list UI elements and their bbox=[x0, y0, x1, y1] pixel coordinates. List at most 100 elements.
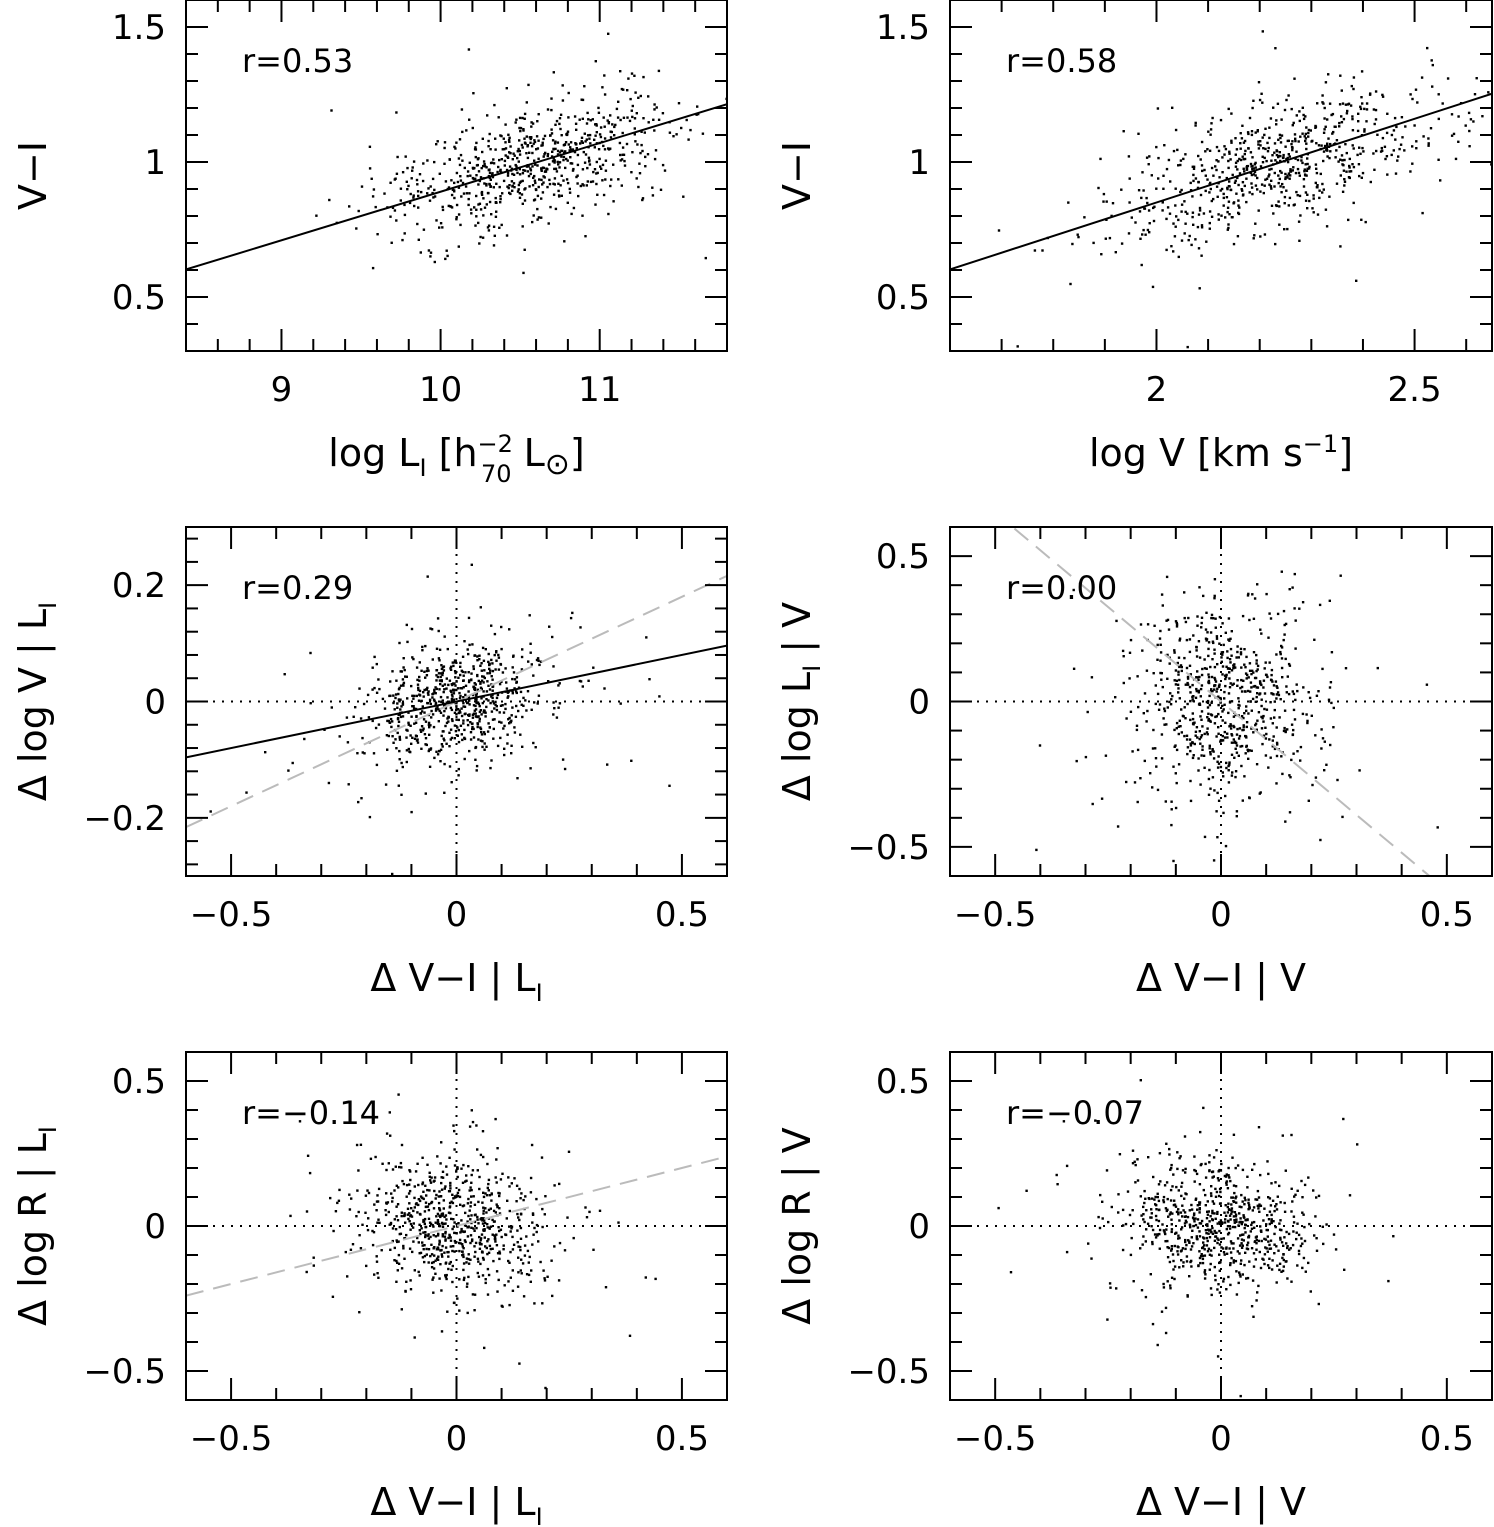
data-point bbox=[449, 1236, 452, 1239]
data-point bbox=[1236, 159, 1239, 163]
data-point bbox=[398, 1165, 401, 1169]
data-point bbox=[1179, 159, 1183, 162]
data-point bbox=[1201, 169, 1204, 173]
data-point bbox=[522, 128, 525, 131]
data-point bbox=[1161, 201, 1164, 204]
data-point bbox=[657, 118, 661, 121]
data-point bbox=[583, 85, 586, 88]
data-point bbox=[1214, 1217, 1217, 1220]
data-point bbox=[523, 137, 526, 140]
data-point bbox=[489, 1225, 493, 1228]
data-point bbox=[492, 162, 496, 165]
data-point bbox=[1195, 726, 1199, 729]
data-point bbox=[451, 699, 454, 702]
data-point bbox=[1244, 752, 1247, 755]
data-point bbox=[1209, 690, 1213, 693]
data-point bbox=[1150, 174, 1153, 177]
data-point bbox=[459, 724, 463, 727]
data-point bbox=[1263, 667, 1266, 670]
data-point bbox=[1159, 651, 1163, 654]
data-point bbox=[1285, 685, 1288, 688]
data-point bbox=[1190, 1236, 1193, 1239]
data-point bbox=[1243, 139, 1247, 143]
data-point bbox=[1132, 1222, 1135, 1226]
data-point bbox=[1263, 233, 1267, 236]
data-point bbox=[451, 1227, 454, 1231]
data-point bbox=[478, 720, 481, 723]
data-point bbox=[473, 1293, 477, 1296]
data-point bbox=[476, 674, 479, 678]
data-point bbox=[422, 228, 426, 231]
data-point bbox=[1254, 700, 1257, 703]
data-point bbox=[479, 606, 482, 609]
data-point bbox=[569, 146, 572, 149]
data-point bbox=[1223, 1221, 1227, 1224]
data-point bbox=[1170, 1245, 1174, 1248]
data-point bbox=[474, 704, 477, 708]
data-point bbox=[1176, 1253, 1180, 1256]
data-point bbox=[434, 1272, 437, 1275]
data-point bbox=[1218, 176, 1221, 179]
data-point bbox=[1240, 188, 1243, 191]
panel-bottom-right: −0.5 0 0.5−0.500.5r=−0.07Δ V−I | VΔ log R … bbox=[775, 1051, 1493, 1525]
data-point bbox=[1191, 211, 1195, 214]
data-point bbox=[1228, 185, 1231, 188]
data-point bbox=[477, 1222, 480, 1225]
data-point bbox=[401, 1179, 404, 1183]
data-point bbox=[496, 1252, 500, 1255]
data-point bbox=[1265, 177, 1269, 180]
data-point bbox=[1196, 624, 1199, 627]
data-point bbox=[489, 1207, 492, 1210]
data-point bbox=[1236, 1250, 1239, 1253]
data-point bbox=[535, 658, 539, 662]
data-point bbox=[1175, 679, 1178, 682]
data-point bbox=[443, 1251, 446, 1254]
data-point bbox=[584, 153, 588, 156]
data-point bbox=[529, 1191, 533, 1194]
data-point bbox=[553, 142, 557, 145]
data-point bbox=[1313, 638, 1316, 641]
data-point bbox=[436, 617, 440, 620]
data-point bbox=[1224, 675, 1228, 679]
data-point bbox=[499, 201, 502, 204]
data-point bbox=[461, 1245, 464, 1248]
data-point bbox=[1295, 683, 1298, 686]
data-point bbox=[1302, 117, 1306, 121]
data-point bbox=[599, 165, 602, 168]
data-point bbox=[1403, 149, 1406, 152]
data-point bbox=[1275, 741, 1279, 745]
data-point bbox=[479, 664, 482, 667]
data-point bbox=[1187, 1239, 1190, 1242]
data-point bbox=[1196, 186, 1200, 190]
data-point bbox=[1373, 122, 1376, 126]
data-point bbox=[476, 701, 480, 704]
data-point bbox=[1327, 137, 1330, 140]
data-point bbox=[1229, 1218, 1232, 1221]
data-point bbox=[492, 244, 496, 247]
data-point bbox=[404, 155, 407, 158]
data-point bbox=[1254, 222, 1257, 225]
data-point bbox=[619, 118, 622, 122]
data-point bbox=[1245, 1247, 1249, 1250]
data-point bbox=[468, 749, 471, 753]
data-point bbox=[1285, 1230, 1288, 1234]
data-point bbox=[1257, 147, 1261, 150]
data-point bbox=[1369, 180, 1372, 184]
data-point bbox=[398, 1232, 401, 1236]
data-point bbox=[422, 1197, 425, 1201]
data-point bbox=[315, 214, 318, 217]
data-point bbox=[430, 1200, 434, 1204]
data-point bbox=[435, 219, 438, 222]
data-point bbox=[635, 112, 638, 115]
data-point bbox=[499, 704, 503, 707]
data-point bbox=[1174, 669, 1178, 672]
data-point bbox=[444, 1214, 448, 1217]
data-point bbox=[472, 704, 476, 707]
data-point bbox=[470, 212, 473, 215]
data-point bbox=[1345, 112, 1349, 115]
data-point bbox=[554, 167, 558, 170]
data-point bbox=[1174, 225, 1177, 228]
data-point bbox=[1197, 1264, 1200, 1267]
data-point bbox=[361, 1223, 364, 1226]
data-point bbox=[482, 160, 486, 163]
